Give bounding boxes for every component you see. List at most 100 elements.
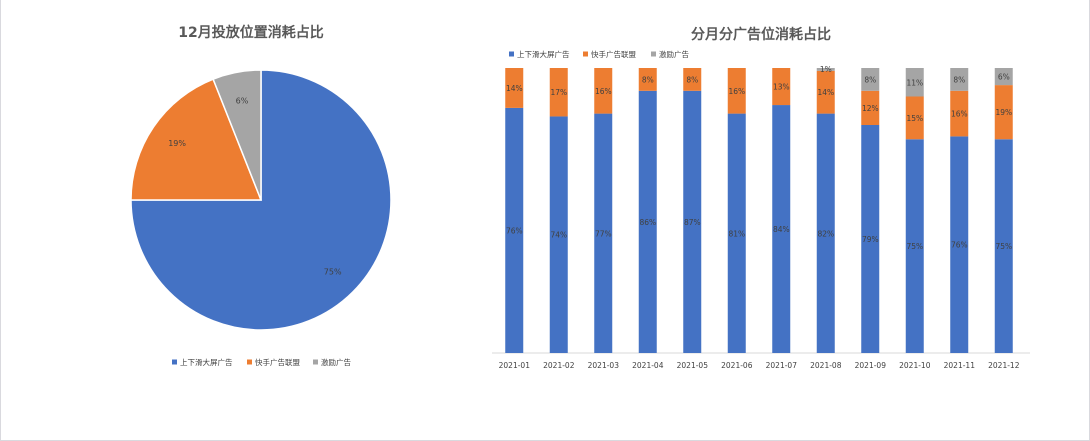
pie-slice (212, 69, 262, 201)
x-tick-label: 2021-09 (855, 361, 887, 370)
legend-swatch (651, 51, 656, 57)
bar-data-label: 6% (998, 73, 1010, 82)
bar-segment (638, 90, 657, 354)
bar-segment (950, 90, 969, 137)
bar-segment (861, 68, 880, 91)
bar-segment (772, 68, 791, 106)
bar-data-label: 84% (773, 225, 790, 234)
legend-label: 上下滑大屏广告 (180, 357, 233, 367)
x-tick-label: 2021-11 (944, 361, 976, 370)
bar-segment (683, 90, 702, 354)
bar-legend: 上下滑大屏广告 快手广告联盟 激励广告 (509, 49, 689, 59)
pie-value-label: 75% (324, 268, 342, 277)
bar-data-label: 79% (862, 235, 879, 244)
bar-data-label: 86% (639, 218, 656, 227)
bar-data-label: 16% (595, 87, 612, 96)
bar-segment (861, 90, 880, 125)
bar-segment (727, 113, 746, 353)
x-tick-label: 2021-10 (899, 361, 931, 370)
pie-value-labels: 75% 19% 6% (168, 96, 342, 276)
legend-swatch (509, 51, 514, 57)
bar-segment (816, 68, 835, 71)
bar-data-label: 8% (864, 75, 876, 84)
bar-data-label: 11% (906, 78, 923, 87)
bar-segment (994, 68, 1013, 86)
x-tick-label: 2021-01 (499, 361, 531, 370)
bar-segment (950, 68, 969, 91)
bar-data-label: 19% (995, 108, 1012, 117)
bar-data-label: 76% (951, 241, 968, 250)
bar-data-label: 8% (686, 75, 698, 84)
bar-segment (772, 105, 791, 353)
bar-data-label: 74% (550, 231, 567, 240)
pie-chart-title: 12月投放位置消耗占比 (178, 24, 323, 41)
bar-data-label: 14% (817, 88, 834, 97)
legend-label: 上下滑大屏广告 (517, 49, 570, 59)
pie-slices (130, 69, 392, 331)
bar-segment (905, 68, 924, 97)
legend-label: 激励广告 (659, 49, 689, 59)
bar-segment (638, 68, 657, 91)
bar-data-label: 1% (820, 65, 832, 74)
x-tick-label: 2021-02 (543, 361, 575, 370)
x-tick-label: 2021-03 (588, 361, 620, 370)
bar-data-label: 87% (684, 218, 701, 227)
bar-data-label: 81% (728, 229, 745, 238)
bar-data-label: 16% (728, 87, 745, 96)
bar-segment (950, 136, 969, 353)
bar-segment (683, 68, 702, 91)
frame-left-border (0, 0, 1, 441)
bar-segments (505, 68, 1013, 354)
bar-segment (594, 113, 613, 353)
pie-value-label: 6% (236, 96, 249, 105)
bar-data-label: 15% (906, 114, 923, 123)
bar-data-label: 8% (642, 75, 654, 84)
bar-segment (905, 139, 924, 353)
legend-swatch (583, 51, 588, 57)
x-tick-label: 2021-07 (766, 361, 798, 370)
x-tick-label: 2021-05 (677, 361, 709, 370)
bar-data-label: 12% (862, 104, 879, 113)
bar-x-tick-labels: 2021-01 2021-02 2021-03 2021-04 2021-05 2021-… (499, 361, 1020, 370)
bar-segment (905, 96, 924, 140)
legend-label: 快手广告联盟 (255, 357, 300, 367)
bar-segment (816, 70, 835, 114)
legend-label: 快手广告联盟 (591, 49, 636, 59)
x-tick-label: 2021-04 (632, 361, 664, 370)
bar-data-label: 76% (506, 226, 523, 235)
bar-data-labels: 76% 14% 74% 17% 77% 16% 86% 8% 87% 8% 81% 16% 84% 13%… (506, 65, 1012, 251)
bar-segment (549, 116, 568, 353)
bar-segment (861, 125, 880, 353)
bar-data-label: 77% (595, 229, 612, 238)
legend-swatch (313, 359, 318, 365)
legend-swatch (172, 359, 177, 365)
bar-data-label: 17% (550, 88, 567, 97)
bar-segment (816, 113, 835, 353)
bar-data-label: 75% (995, 242, 1012, 251)
legend-label: 激励广告 (321, 357, 351, 367)
x-tick-label: 2021-08 (810, 361, 842, 370)
bar-segment (594, 68, 613, 114)
bar-data-label: 75% (906, 242, 923, 251)
bar-segment (994, 85, 1013, 140)
bar-segment (505, 107, 524, 354)
stacked-bar-chart: 分月分广告位消耗占比 上下滑大屏广告 快手广告联盟 激励广告 76% 14% 74% 17… (492, 26, 1030, 370)
bar-segment (549, 68, 568, 117)
bar-segment (994, 139, 1013, 353)
pie-slice (130, 78, 263, 201)
bar-data-label: 8% (953, 75, 965, 84)
pie-chart: 12月投放位置消耗占比 75% 19% 6% 上下滑大屏广告 快手广告联盟 激励广告 (130, 24, 392, 367)
x-tick-label: 2021-06 (721, 361, 753, 370)
legend-swatch (247, 359, 252, 365)
bar-segment (727, 68, 746, 114)
bar-segment (505, 68, 524, 108)
bar-chart-title: 分月分广告位消耗占比 (691, 26, 831, 43)
bar-data-label: 82% (817, 229, 834, 238)
pie-value-label: 19% (168, 139, 186, 148)
bar-data-label: 14% (506, 84, 523, 93)
bar-data-label: 16% (951, 110, 968, 119)
pie-legend: 上下滑大屏广告 快手广告联盟 激励广告 (172, 357, 351, 367)
pie-slice (130, 69, 392, 331)
